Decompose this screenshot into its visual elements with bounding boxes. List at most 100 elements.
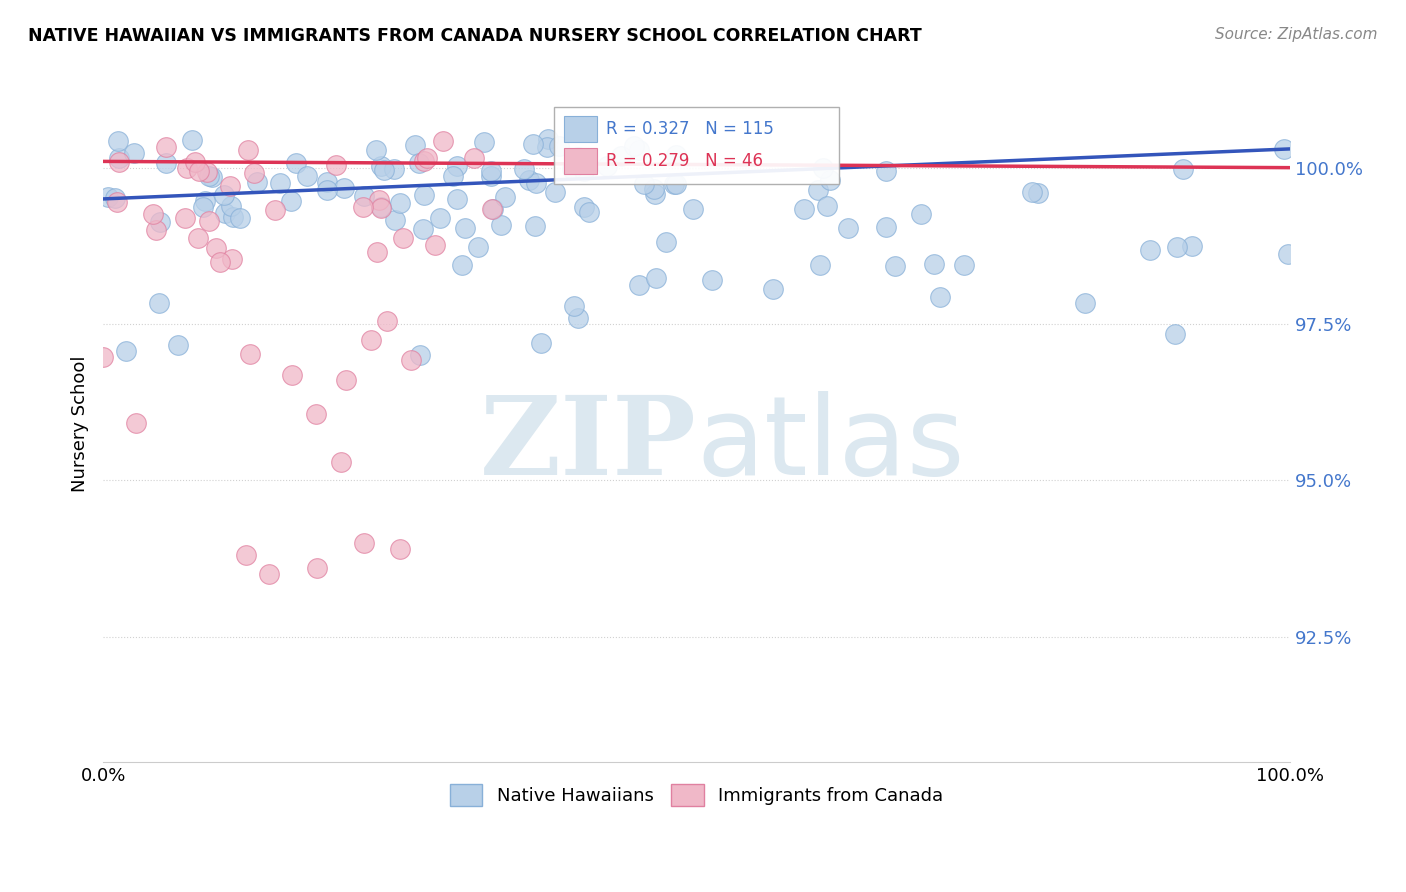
Point [633,178,655,192]
Point [281,368,304,382]
Point [149,215,172,229]
Point [596,159,619,173]
Point [875,164,897,178]
Point [239,347,262,361]
Point [316,183,339,197]
Point [875,219,897,234]
Point [222,210,245,224]
Point [295,169,318,183]
Legend: Native Hawaiians, Immigrants from Canada: Native Hawaiians, Immigrants from Canada [443,777,950,814]
Text: atlas: atlas [696,391,965,498]
Point [489,219,512,233]
Point [142,207,165,221]
Point [450,258,472,272]
Point [645,270,668,285]
Point [198,213,221,227]
Point [305,407,328,421]
Point [664,148,686,162]
Point [404,137,426,152]
Point [401,352,423,367]
Point [201,169,224,184]
Point [524,219,547,234]
Point [105,195,128,210]
Text: ZIP: ZIP [479,391,696,498]
Point [627,278,650,293]
Point [305,561,328,575]
Point [567,311,589,326]
Point [416,151,439,165]
Point [285,155,308,169]
Point [259,567,281,582]
Point [815,199,838,213]
Y-axis label: Nursery School: Nursery School [72,356,89,492]
Point [1026,186,1049,200]
Point [922,257,945,271]
Point [145,222,167,236]
Point [97,190,120,204]
Point [392,231,415,245]
Point [808,258,831,272]
Point [432,134,454,148]
Point [107,154,129,169]
Point [474,135,496,149]
Point [441,169,464,183]
Point [572,200,595,214]
Point [115,344,138,359]
Point [333,180,356,194]
Point [107,134,129,148]
Point [212,188,235,202]
Point [682,202,704,216]
Point [837,221,859,235]
Point [481,202,503,216]
Point [195,165,218,179]
Point [148,296,170,310]
Point [910,207,932,221]
Point [1139,243,1161,257]
Point [623,139,645,153]
Point [187,164,209,178]
Point [665,177,688,191]
Point [409,348,432,362]
Text: Source: ZipAtlas.com: Source: ZipAtlas.com [1215,27,1378,42]
Point [167,338,190,352]
Point [204,242,226,256]
Point [536,132,558,146]
Point [1171,162,1194,177]
Point [193,194,215,208]
Point [412,222,434,236]
FancyBboxPatch shape [564,148,598,174]
Point [246,175,269,189]
Text: NATIVE HAWAIIAN VS IMMIGRANTS FROM CANADA NURSERY SCHOOL CORRELATION CHART: NATIVE HAWAIIAN VS IMMIGRANTS FROM CANAD… [28,27,922,45]
Point [325,158,347,172]
FancyBboxPatch shape [564,116,598,142]
Point [173,211,195,225]
Point [561,162,583,177]
Point [388,195,411,210]
Point [122,145,145,160]
Point [883,259,905,273]
Point [155,139,177,153]
Point [818,173,841,187]
Point [280,194,302,208]
Point [517,173,540,187]
Point [1074,295,1097,310]
Point [463,152,485,166]
Point [108,151,131,165]
Point [628,143,651,157]
Point [530,336,553,351]
Point [953,258,976,272]
Point [467,239,489,253]
Point [382,161,405,176]
Point [807,183,830,197]
Point [1164,327,1187,342]
Point [373,162,395,177]
Point [243,166,266,180]
Point [479,169,502,184]
Point [360,333,382,347]
Point [1181,239,1204,253]
Point [536,140,558,154]
Point [221,252,243,266]
Point [1021,185,1043,199]
Text: R = 0.327   N = 115: R = 0.327 N = 115 [606,120,775,138]
Point [548,138,571,153]
